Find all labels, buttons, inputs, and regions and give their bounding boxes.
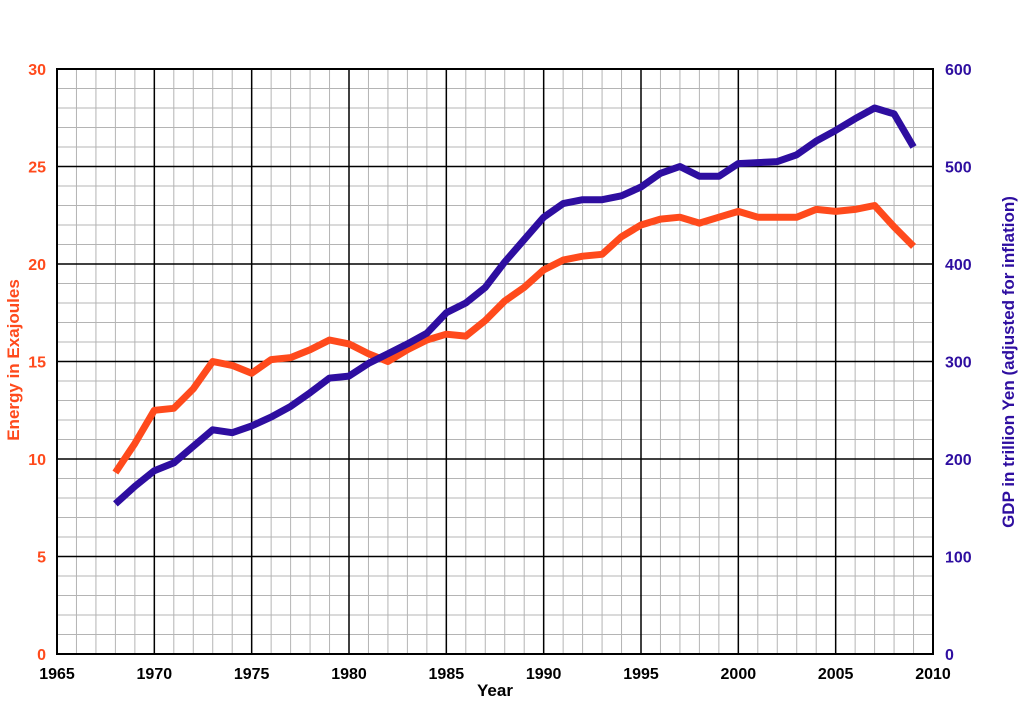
x-tick-label: 2005 xyxy=(818,666,854,683)
right-tick-label: 400 xyxy=(945,257,972,274)
right-tick-label: 300 xyxy=(945,355,972,372)
left-tick-label: 30 xyxy=(28,62,46,79)
major-grid xyxy=(56,68,934,655)
right-tick-label: 100 xyxy=(945,550,972,567)
energy-series-line xyxy=(112,202,916,475)
left-tick-label: 20 xyxy=(28,257,46,274)
right-tick-label: 0 xyxy=(945,647,954,664)
x-axis-label: Year xyxy=(477,681,513,700)
right-tick-label: 500 xyxy=(945,160,972,177)
right-tick-label: 600 xyxy=(945,62,972,79)
gdp-series-line xyxy=(113,104,917,507)
left-tick-label: 10 xyxy=(28,452,46,469)
x-tick-label: 1990 xyxy=(526,666,562,683)
left-tick-label: 5 xyxy=(37,550,46,567)
x-axis-ticks: 1965 1970 1975 1980 1985 1990 1995 2000 2005 2010 xyxy=(39,666,951,683)
right-axis-ticks: 0 100 200 300 400 500 600 xyxy=(945,62,972,664)
x-tick-label: 2000 xyxy=(721,666,757,683)
plot-frame xyxy=(56,68,934,655)
x-tick-label: 1985 xyxy=(429,666,465,683)
x-tick-label: 1965 xyxy=(39,666,75,683)
left-axis-ticks: 0 5 10 15 20 25 30 xyxy=(28,62,46,664)
x-tick-label: 1980 xyxy=(331,666,367,683)
x-tick-label: 1975 xyxy=(234,666,270,683)
x-tick-label: 1995 xyxy=(623,666,659,683)
x-tick-label: 1970 xyxy=(137,666,173,683)
left-tick-label: 0 xyxy=(37,647,46,664)
series-layer xyxy=(112,104,917,507)
right-tick-label: 200 xyxy=(945,452,972,469)
left-tick-label: 25 xyxy=(28,160,46,177)
left-tick-label: 15 xyxy=(28,355,46,372)
x-tick-label: 2010 xyxy=(915,666,951,683)
left-axis-label: Energy in Exajoules xyxy=(4,279,23,441)
right-axis-label: GDP in trillion Yen (adjusted for inflat… xyxy=(999,196,1018,528)
